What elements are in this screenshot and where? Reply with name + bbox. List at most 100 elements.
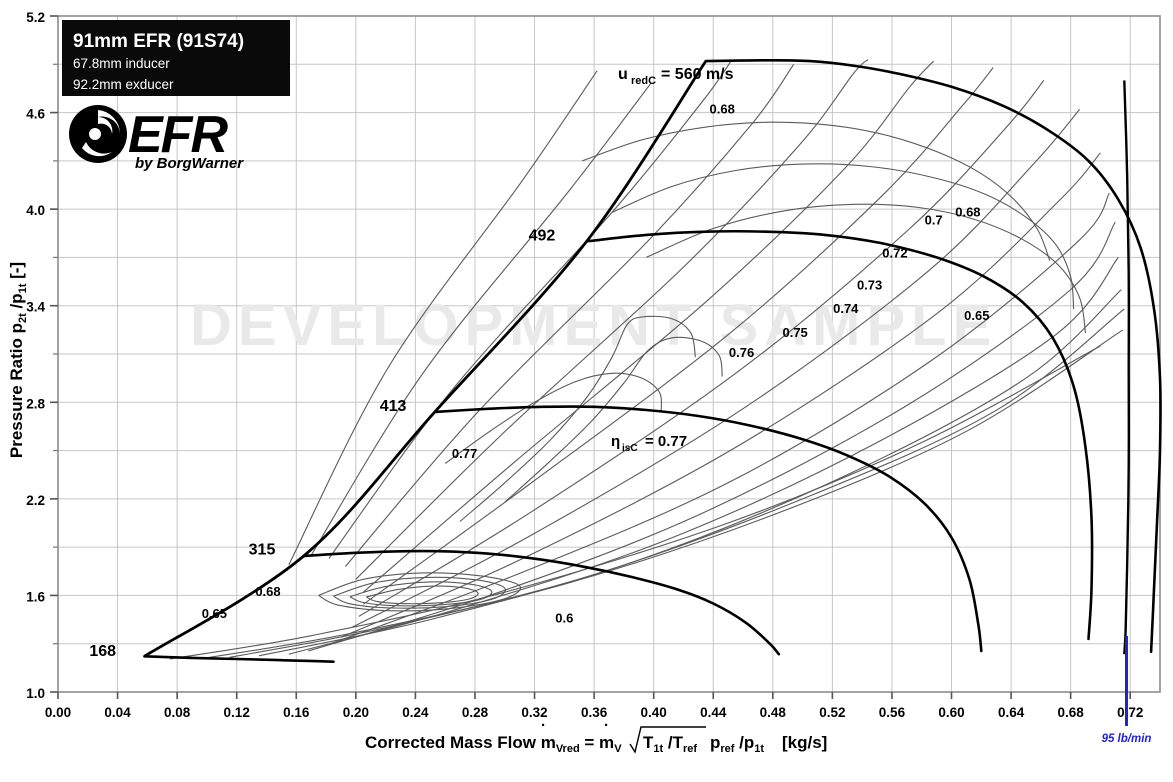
exducer-spec: 92.2mm exducer bbox=[73, 77, 174, 92]
efficiency-contour bbox=[340, 152, 1101, 638]
x-tick-label: 0.40 bbox=[641, 705, 667, 720]
efficiency-contour bbox=[351, 109, 1081, 629]
efficiency-contour bbox=[308, 221, 1116, 652]
x-tick-label: 0.28 bbox=[462, 705, 489, 720]
choke-line bbox=[1123, 80, 1131, 655]
choke-line-path bbox=[1123, 80, 1131, 655]
speed-label-315: 315 bbox=[249, 541, 276, 558]
speed-legend-rest: = 560 m/s bbox=[661, 66, 734, 83]
y-tick-labels: 1.0 1.6 2.2 2.8 3.4 4.0 4.6 5.2 bbox=[26, 10, 45, 701]
y-tick-label: 1.6 bbox=[26, 589, 45, 604]
speed-label-413: 413 bbox=[380, 398, 407, 415]
x-tick-label: 0.08 bbox=[164, 705, 191, 720]
x-tick-label: 0.24 bbox=[402, 705, 429, 720]
efficiency-contour bbox=[229, 308, 1125, 658]
mdot-overdot-2: · bbox=[604, 717, 609, 734]
efficiency-contour bbox=[355, 59, 869, 580]
swirl-icon bbox=[69, 105, 127, 163]
speed-line-315 bbox=[302, 549, 781, 656]
efficiency-labels: 0.65 0.68 0.6 0.77 0.76 0.75 0.74 0.73 0.72 0.7 0.… bbox=[202, 101, 990, 625]
speed-label-168: 168 bbox=[89, 643, 116, 660]
efficiency-contour bbox=[333, 576, 506, 609]
y-tick-label: 1.0 bbox=[26, 686, 45, 701]
efficiency-contour bbox=[288, 70, 598, 566]
efficiency-label: 0.77 bbox=[452, 446, 477, 461]
speed-line-168 bbox=[143, 655, 335, 663]
efr-wordmark: EFR bbox=[128, 106, 228, 164]
x-tick-label: 0.00 bbox=[45, 705, 71, 720]
efficiency-label: 0.68 bbox=[710, 101, 735, 116]
efficiency-contour bbox=[366, 585, 479, 605]
speed-legend-sub: redC bbox=[631, 75, 656, 87]
x-axis-title-group: Corrected Mass Flow mVred = mV · · T1t /… bbox=[365, 717, 827, 755]
speed-lines bbox=[143, 58, 1162, 663]
x-tick-label: 0.56 bbox=[879, 705, 906, 720]
sqrt-term: T1t /Tref bbox=[629, 726, 706, 755]
blue-flow-marker: 95 lb/min bbox=[1102, 636, 1152, 745]
y-tick-label: 4.0 bbox=[26, 203, 45, 218]
efficiency-label: 0.7 bbox=[925, 212, 943, 227]
speed-line-492 bbox=[585, 229, 1094, 641]
efficiency-label: 0.65 bbox=[202, 606, 227, 621]
efficiency-contour bbox=[362, 60, 935, 593]
efficiency-contour bbox=[582, 121, 1051, 261]
axis-ticks bbox=[50, 15, 1132, 699]
speed-line-labels: 168 315 413 492 bbox=[89, 228, 555, 660]
surge-line-path bbox=[143, 60, 707, 658]
efficiency-label: 0.68 bbox=[255, 584, 280, 599]
blue-marker-label: 95 lb/min bbox=[1102, 733, 1152, 745]
efficiency-contour bbox=[349, 581, 493, 607]
efficiency-contour bbox=[362, 67, 994, 605]
efficiency-contour bbox=[328, 60, 732, 559]
efficiency-contour bbox=[169, 345, 1101, 660]
surge-line bbox=[143, 60, 707, 658]
x-tick-label: 0.60 bbox=[938, 705, 964, 720]
efficiency-contour bbox=[504, 336, 723, 503]
y-axis-title: Pressure Ratio p2t /p1t [-] bbox=[7, 262, 29, 458]
efficiency-label: 0.76 bbox=[729, 345, 754, 360]
x-tick-label: 0.48 bbox=[760, 705, 787, 720]
efficiency-label: 0.74 bbox=[833, 301, 859, 316]
x-tick-label: 0.04 bbox=[104, 705, 131, 720]
efficiency-label: 0.72 bbox=[882, 245, 907, 260]
y-tick-label: 2.2 bbox=[26, 493, 45, 508]
inducer-spec: 67.8mm inducer bbox=[73, 56, 170, 71]
x-axis-title: Corrected Mass Flow mVred = mV bbox=[365, 733, 622, 755]
efficiency-contour bbox=[344, 63, 795, 567]
x-tick-label: 0.12 bbox=[224, 705, 250, 720]
title-box-bg bbox=[62, 20, 290, 96]
y-tick-label: 5.2 bbox=[26, 10, 45, 25]
pressure-term: pref /p1t bbox=[710, 733, 764, 755]
x-tick-label: 0.32 bbox=[521, 705, 547, 720]
efficiency-contours bbox=[169, 59, 1125, 660]
speed-legend-main: u bbox=[618, 66, 628, 83]
efficiency-contour bbox=[611, 163, 1075, 309]
efficiency-label: 0.68 bbox=[955, 204, 980, 219]
y-tick-label: 3.4 bbox=[26, 300, 45, 315]
x-tick-label: 0.16 bbox=[283, 705, 310, 720]
eta-subscript: isC bbox=[622, 443, 638, 454]
efficiency-contour bbox=[288, 257, 1119, 655]
mdot-overdot-1: · bbox=[541, 717, 546, 734]
sqrt-contents: T1t /Tref bbox=[643, 733, 697, 755]
efficiency-label: 0.65 bbox=[964, 308, 989, 323]
efficiency-label: 0.6 bbox=[555, 610, 573, 625]
x-tick-label: 0.72 bbox=[1117, 705, 1143, 720]
x-tick-label: 0.44 bbox=[700, 705, 727, 720]
x-tick-label: 0.64 bbox=[998, 705, 1025, 720]
x-tick-label: 0.52 bbox=[819, 705, 845, 720]
efr-logo: EFR by BorgWarner bbox=[69, 105, 244, 172]
speed-line-560 bbox=[704, 58, 1162, 654]
y-tick-label: 4.6 bbox=[26, 107, 45, 122]
efficiency-legend-annotation: η isC = 0.77 bbox=[611, 433, 687, 454]
model-name: 91mm EFR (91S74) bbox=[73, 31, 244, 52]
y-tick-label: 2.8 bbox=[26, 396, 45, 411]
eta-symbol: η bbox=[611, 433, 620, 450]
x-axis-units: [kg/s] bbox=[782, 733, 827, 752]
efficiency-contour bbox=[645, 203, 1087, 334]
speed-line-413 bbox=[433, 405, 983, 653]
efficiency-contour bbox=[318, 572, 522, 612]
